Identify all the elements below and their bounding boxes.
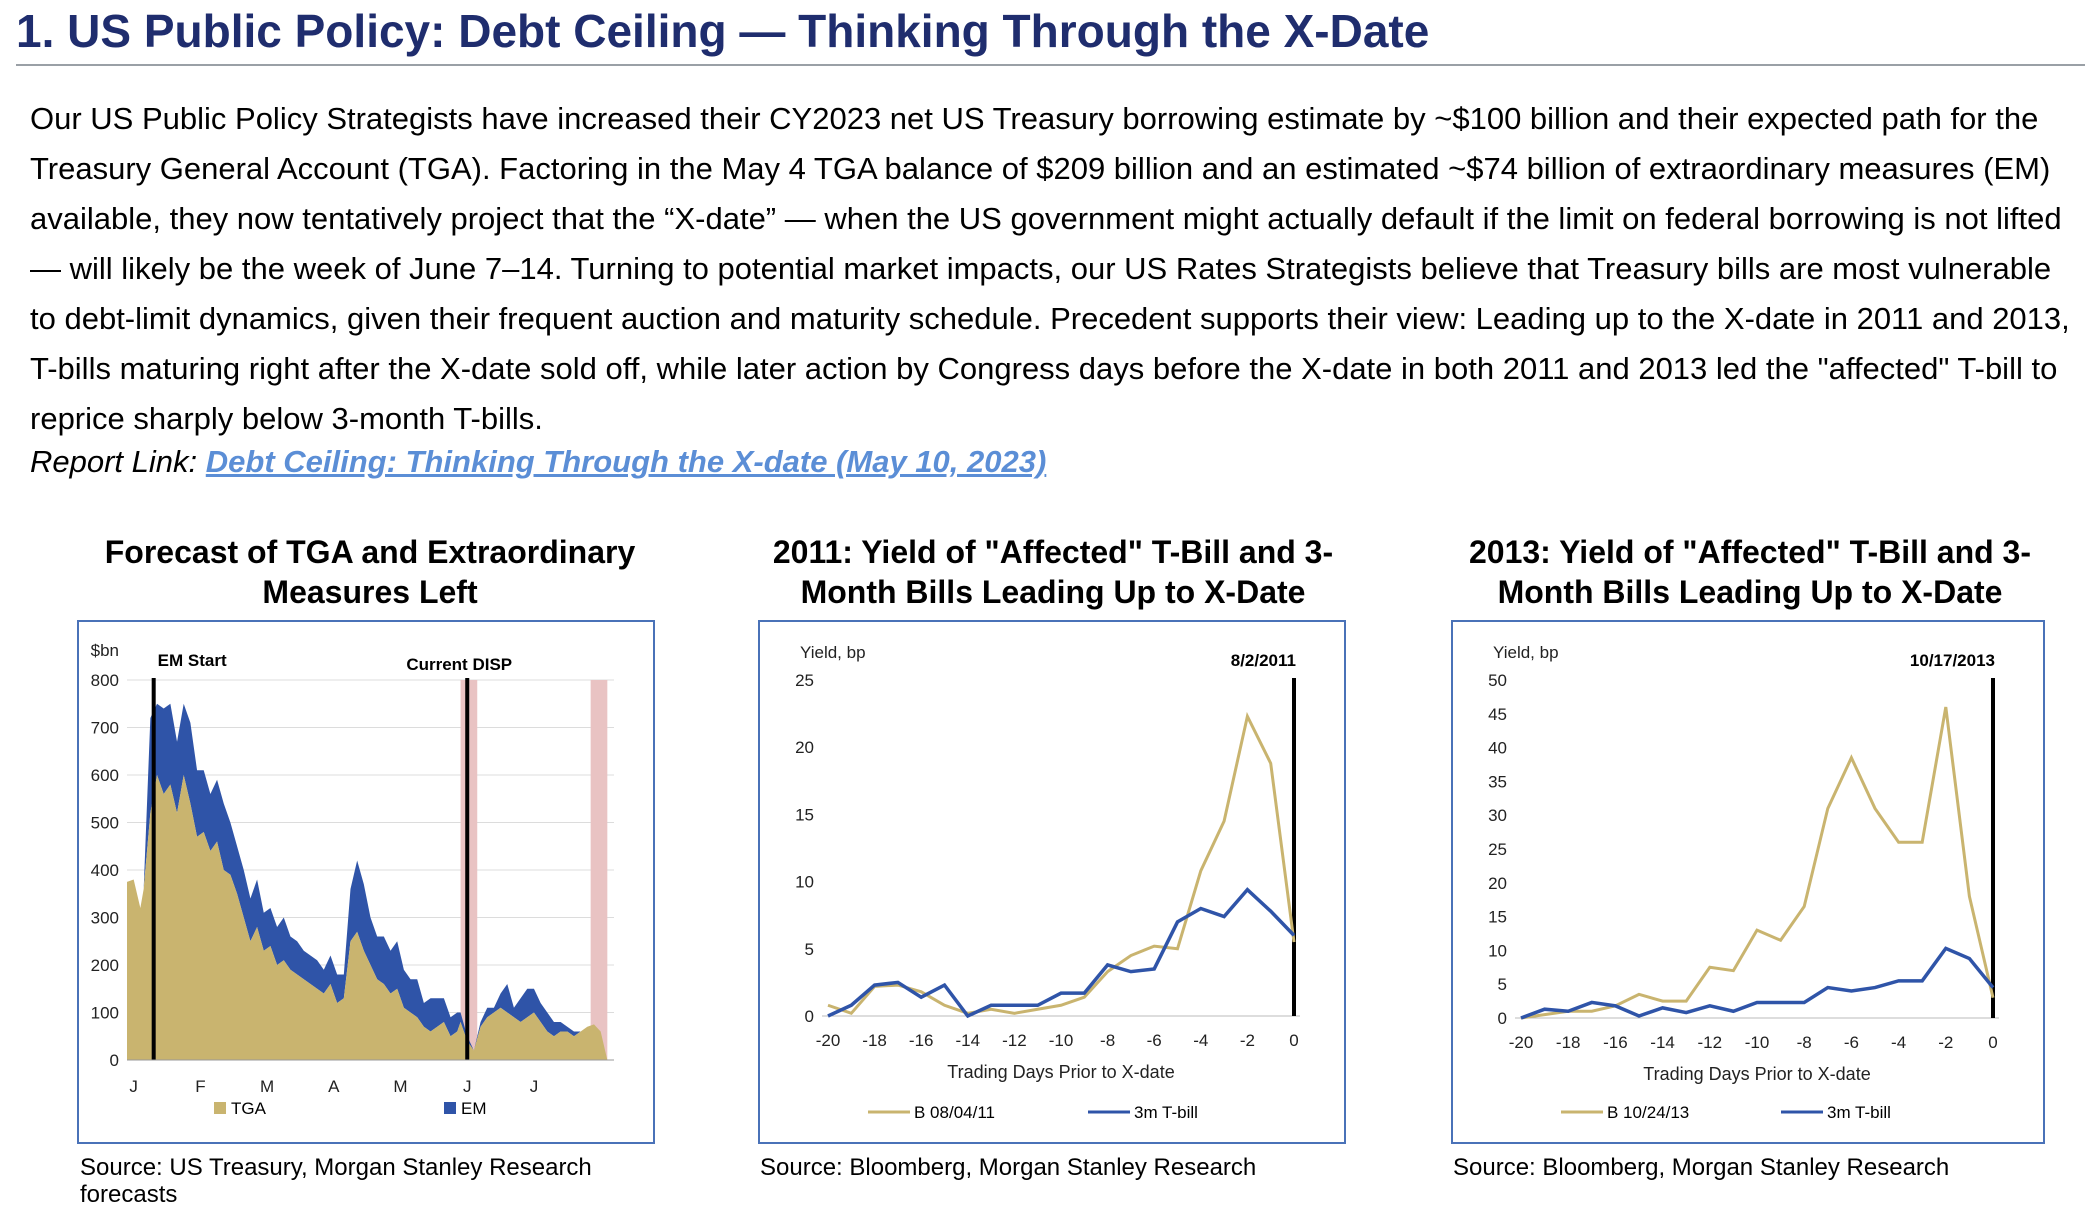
chart2-panel: 0 5 10 15 20 25 Yield, bp -20 -18 -16 -14 -12 -10 -8-… — [758, 620, 1346, 1144]
x-tick-label: -12 — [1698, 1033, 1723, 1052]
y-tick-label: 700 — [91, 719, 119, 738]
x-tick-label: J — [530, 1077, 539, 1096]
x-tick-label: -14 — [1650, 1033, 1675, 1052]
y-tick-label: 0 — [1498, 1009, 1507, 1028]
3m-tbill-line — [1520, 946, 1995, 1020]
x-tick-label: -16 — [1603, 1033, 1628, 1052]
x-tick-label: -20 — [816, 1031, 841, 1050]
affected-bill-line — [1520, 706, 1995, 1020]
y-tick-label: 30 — [1488, 806, 1507, 825]
x-tick-label: -18 — [1556, 1033, 1581, 1052]
x-tick-label: 0 — [1289, 1031, 1298, 1050]
chart1-source: Source: US Treasury, Morgan Stanley Rese… — [80, 1154, 592, 1208]
legend-label-tga: TGA — [231, 1099, 267, 1118]
chart2-title: 2011: Yield of "Affected" T-Bill and 3-M… — [772, 534, 1334, 610]
chart3-title: 2013: Yield of "Affected" T-Bill and 3-M… — [1468, 534, 2031, 610]
y-tick-label: 200 — [91, 956, 119, 975]
y-tick-label: 20 — [795, 738, 814, 757]
x-date-annotation: 8/2/2011 — [1231, 651, 1296, 670]
legend-label-affected: B 10/24/13 — [1607, 1103, 1689, 1122]
body-text: Our US Public Policy Strategists have in… — [30, 101, 2070, 436]
report-link-label: Report Link: — [30, 444, 198, 479]
body-paragraph: Our US Public Policy Strategists have in… — [30, 94, 2070, 444]
x-tick-label: M — [393, 1077, 407, 1096]
chart1-svg: 0 100 200 300 400 500 600 700 800 $bn EM Start Curr… — [91, 641, 614, 1118]
chart3-panel: 0 5 10 15 20 25 30 35 40 45 50 Yield, bp -20 -18 -16 -1… — [1451, 620, 2045, 1144]
x-axis-label: Trading Days Prior to X-date — [1643, 1064, 1870, 1084]
em-start-annotation: EM Start — [158, 651, 227, 670]
x-tick-label: F — [195, 1077, 205, 1096]
y-tick-label: 100 — [91, 1004, 119, 1023]
x-tick-label: -10 — [1049, 1031, 1074, 1050]
y-tick-label: 15 — [795, 805, 814, 824]
legend-label-em: EM — [461, 1099, 487, 1118]
x-tick-label: M — [260, 1077, 274, 1096]
y-tick-label: 40 — [1488, 739, 1507, 758]
x-tick-label: -4 — [1891, 1033, 1906, 1052]
y-tick-label: 600 — [91, 766, 119, 785]
y-tick-label: 800 — [91, 671, 119, 690]
y-tick-label: 10 — [1488, 941, 1507, 960]
report-link[interactable]: Debt Ceiling: Thinking Through the X-dat… — [205, 444, 1047, 479]
x-tick-label: -6 — [1147, 1031, 1162, 1050]
y-tick-label: 35 — [1488, 772, 1507, 791]
page-title: 1. US Public Policy: Debt Ceiling — Thin… — [16, 5, 1430, 57]
y-tick-label: 5 — [805, 940, 814, 959]
x-tick-label: 0 — [1988, 1033, 1997, 1052]
legend-swatch-em — [444, 1102, 456, 1114]
x-tick-label: J — [129, 1077, 138, 1096]
x-tick-label: -20 — [1509, 1033, 1534, 1052]
chart1-panel: 0 100 200 300 400 500 600 700 800 $bn EM Start Curr… — [77, 620, 655, 1144]
3m-tbill-line — [827, 887, 1296, 1019]
x-tick-label: J — [463, 1077, 472, 1096]
x-tick-label: -12 — [1002, 1031, 1027, 1050]
current-disp-annotation: Current DISP — [406, 655, 512, 674]
legend-label-3m: 3m T-bill — [1827, 1103, 1891, 1122]
y-tick-label: 5 — [1498, 975, 1507, 994]
y-axis-label: Yield, bp — [1493, 643, 1559, 662]
x-axis-label: Trading Days Prior to X-date — [947, 1062, 1174, 1082]
chart3-source: Source: Bloomberg, Morgan Stanley Resear… — [1453, 1154, 1950, 1181]
x-tick-label: -18 — [862, 1031, 887, 1050]
x-tick-label: A — [328, 1077, 340, 1096]
y-tick-label: 0 — [110, 1051, 119, 1070]
tga-area — [127, 775, 608, 1060]
y-tick-label: 45 — [1488, 705, 1507, 724]
x-tick-label: -8 — [1100, 1031, 1115, 1050]
x-date-annotation: 10/17/2013 — [1910, 651, 1995, 670]
report-link-row: Report Link: Debt Ceiling: Thinking Thro… — [30, 444, 1046, 480]
y-axis-label: $bn — [91, 641, 119, 660]
x-tick-label: -2 — [1938, 1033, 1953, 1052]
x-tick-label: -10 — [1745, 1033, 1770, 1052]
chart2-source: Source: Bloomberg, Morgan Stanley Resear… — [760, 1154, 1257, 1181]
y-tick-label: 400 — [91, 861, 119, 880]
y-tick-label: 25 — [795, 671, 814, 690]
legend-label-affected: B 08/04/11 — [914, 1103, 995, 1122]
y-tick-label: 50 — [1488, 671, 1507, 690]
y-tick-label: 15 — [1488, 908, 1507, 927]
x-tick-label: -14 — [956, 1031, 981, 1050]
x-tick-label: -2 — [1240, 1031, 1255, 1050]
y-tick-label: 25 — [1488, 840, 1507, 859]
x-tick-label: -8 — [1797, 1033, 1812, 1052]
title-divider — [16, 64, 2085, 66]
x-tick-label: -4 — [1193, 1031, 1208, 1050]
em-area — [127, 703, 608, 1060]
y-tick-label: 0 — [805, 1007, 814, 1026]
y-tick-label: 10 — [795, 873, 814, 892]
y-tick-label: 20 — [1488, 874, 1507, 893]
affected-bill-line — [827, 711, 1296, 1016]
x-tick-label: -16 — [909, 1031, 934, 1050]
legend-label-3m: 3m T-bill — [1134, 1103, 1198, 1122]
y-tick-label: 500 — [91, 814, 119, 833]
shaded-range — [590, 680, 608, 1060]
y-tick-label: 300 — [91, 909, 119, 928]
y-axis-label: Yield, bp — [800, 643, 866, 662]
x-tick-label: -6 — [1844, 1033, 1859, 1052]
chart1-title: Forecast of TGA and Extraordinary Measur… — [104, 534, 636, 610]
legend-swatch-tga — [214, 1102, 226, 1114]
